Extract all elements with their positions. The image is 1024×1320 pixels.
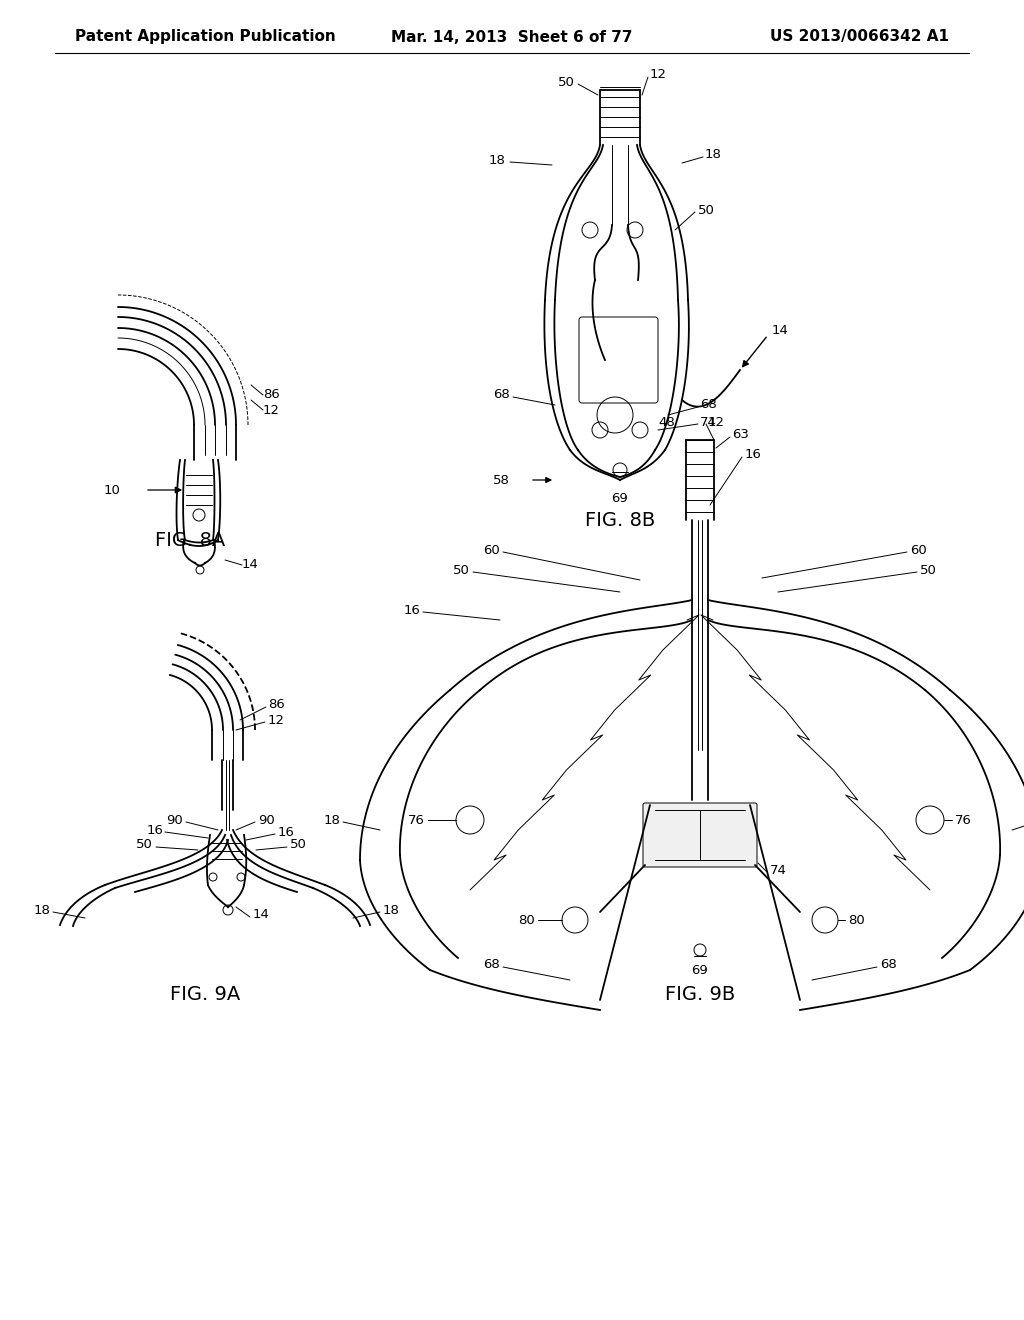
Text: FIG. 8B: FIG. 8B [585,511,655,529]
Text: 18: 18 [383,903,400,916]
Text: 50: 50 [290,838,307,851]
Text: 60: 60 [483,544,500,557]
FancyBboxPatch shape [643,803,757,867]
Text: 16: 16 [745,449,762,462]
Text: 50: 50 [920,564,937,577]
Text: 18: 18 [705,149,722,161]
Text: 58: 58 [494,474,510,487]
Text: 86: 86 [268,698,285,711]
Text: 50: 50 [698,203,715,216]
Text: 68: 68 [494,388,510,401]
Text: 12: 12 [263,404,280,417]
Text: 74: 74 [770,863,786,876]
Text: 14: 14 [772,323,788,337]
Text: 68: 68 [483,958,500,972]
Text: 12: 12 [708,416,725,429]
Text: 18: 18 [324,813,340,826]
Text: 60: 60 [910,544,927,557]
Text: 63: 63 [732,429,749,441]
Text: 12: 12 [268,714,285,726]
Text: 76: 76 [955,813,972,826]
Text: 90: 90 [166,813,183,826]
Text: 12: 12 [650,69,667,82]
Text: 90: 90 [258,813,274,826]
Text: US 2013/0066342 A1: US 2013/0066342 A1 [770,29,949,45]
Text: 86: 86 [263,388,280,401]
Text: Patent Application Publication: Patent Application Publication [75,29,336,45]
Text: FIG. 8A: FIG. 8A [155,531,225,549]
Text: 50: 50 [558,75,575,88]
Text: 18: 18 [33,903,50,916]
Text: Mar. 14, 2013  Sheet 6 of 77: Mar. 14, 2013 Sheet 6 of 77 [391,29,633,45]
Text: 48: 48 [658,416,675,429]
Text: 16: 16 [146,824,163,837]
Text: 74: 74 [700,416,717,429]
Text: 50: 50 [454,564,470,577]
Text: 10: 10 [103,483,120,496]
Text: 14: 14 [242,558,259,572]
Text: FIG. 9B: FIG. 9B [665,986,735,1005]
Text: FIG. 9A: FIG. 9A [170,986,240,1005]
Text: 14: 14 [253,908,270,921]
Text: 50: 50 [136,838,153,851]
Text: 68: 68 [700,399,717,412]
Text: 18: 18 [488,153,505,166]
Text: 80: 80 [518,913,535,927]
Text: 16: 16 [278,825,295,838]
Text: 68: 68 [880,958,897,972]
Text: 69: 69 [691,964,709,977]
Text: 69: 69 [611,491,629,504]
Text: 16: 16 [403,603,420,616]
Text: 76: 76 [409,813,425,826]
Text: 80: 80 [848,913,864,927]
